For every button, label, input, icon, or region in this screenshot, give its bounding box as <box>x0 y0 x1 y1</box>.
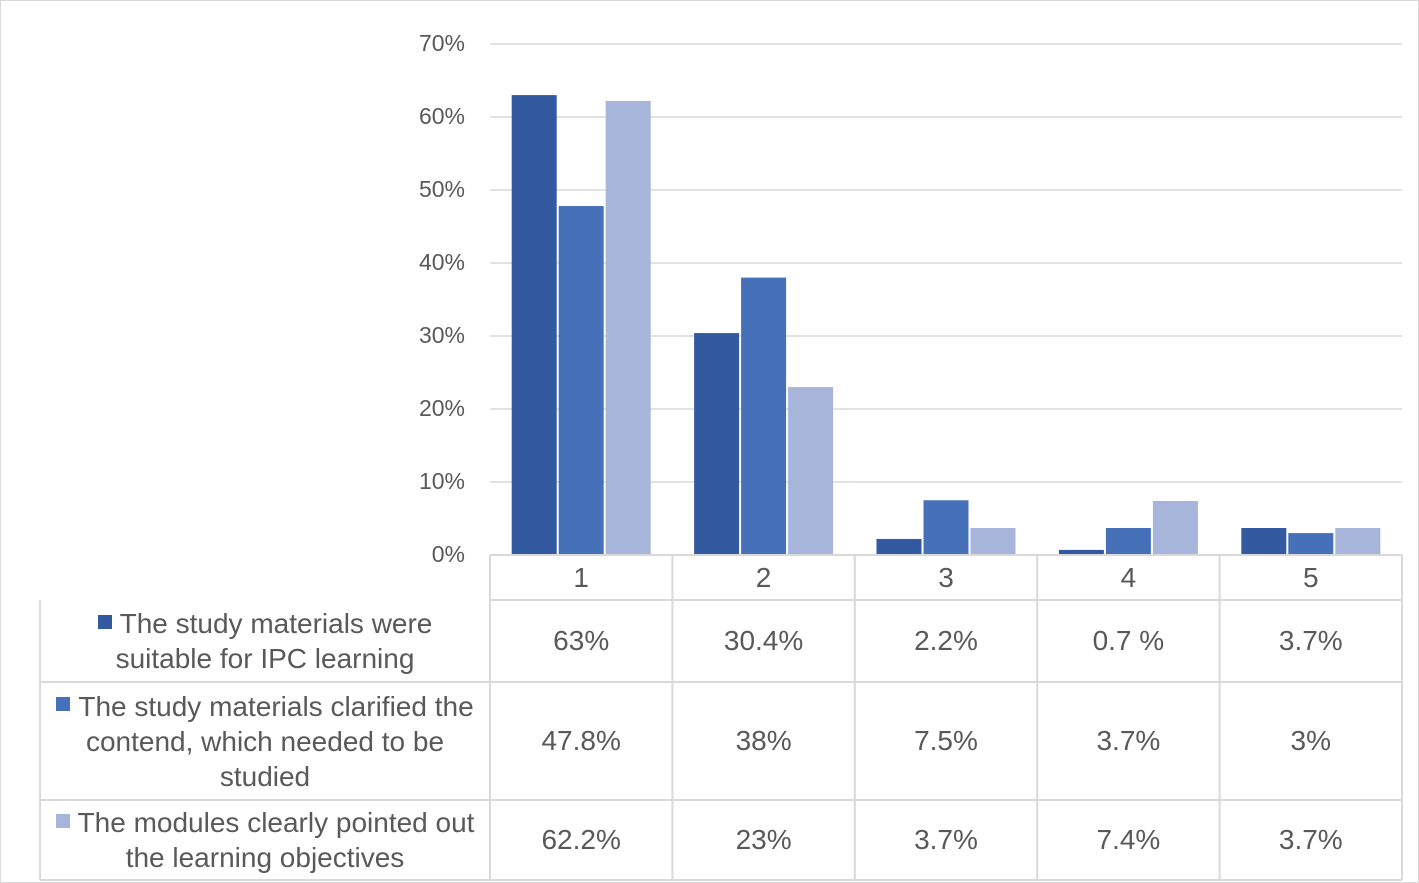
bar-series-1-cat-1 <box>511 95 557 555</box>
bar-series-1-cat-3 <box>876 538 922 555</box>
bar-series-2-cat-2 <box>741 277 787 555</box>
x-tick-label: 4 <box>1120 561 1137 593</box>
data-label: 23% <box>735 824 792 855</box>
legend-label: The modules clearly pointed out the lear… <box>46 805 484 875</box>
y-tick-label: 10% <box>418 468 465 494</box>
data-label: 62.2% <box>541 824 621 855</box>
y-tick-label: 20% <box>418 395 465 421</box>
bar-series-1-cat-5 <box>1241 527 1287 555</box>
data-label: 30.4% <box>723 625 804 656</box>
legend-text: The study materials clarified the conten… <box>78 690 474 792</box>
y-tick-label: 70% <box>418 30 465 56</box>
data-label: 47.8% <box>541 725 621 756</box>
bar-series-3-cat-3 <box>970 527 1016 555</box>
y-tick-label: 60% <box>418 103 465 129</box>
data-label: 3% <box>1290 725 1332 756</box>
legend-text: The study materials were suitable for IP… <box>115 608 433 674</box>
legend-swatch-icon <box>56 697 71 712</box>
bar-series-2-cat-5 <box>1288 533 1334 555</box>
y-tick-label: 0% <box>431 541 465 567</box>
bar-series-2-cat-3 <box>923 500 969 555</box>
x-tick-label: 2 <box>755 561 772 593</box>
legend-label: The study materials were suitable for IP… <box>46 606 484 676</box>
bar-series-3-cat-2 <box>788 387 834 555</box>
bar-series-2-cat-4 <box>1105 527 1151 555</box>
bar-series-1-cat-2 <box>694 333 740 555</box>
legend-entry-series-2: The study materials clarified the conten… <box>40 682 490 800</box>
legend-text: The modules clearly pointed out the lear… <box>77 807 475 873</box>
data-label: 38% <box>735 725 792 756</box>
data-label: 63% <box>553 625 610 656</box>
legend-swatch-icon <box>97 614 112 629</box>
y-tick-label: 50% <box>418 176 465 202</box>
data-label: 3.7% <box>1278 824 1343 855</box>
data-label: 3.7% <box>1096 725 1161 756</box>
data-label: 0.7 % <box>1092 625 1165 656</box>
data-label: 3.7% <box>914 824 978 855</box>
bar-series-2-cat-1 <box>558 206 604 555</box>
x-tick-label: 5 <box>1303 561 1319 593</box>
legend-entry-series-3: The modules clearly pointed out the lear… <box>40 800 490 880</box>
data-label: 2.2% <box>914 625 978 656</box>
legend-swatch-icon <box>55 813 70 828</box>
legend-label: The study materials clarified the conten… <box>46 689 484 794</box>
bar-series-3-cat-1 <box>605 100 651 555</box>
data-label: 7.4% <box>1096 824 1161 855</box>
data-label: 3.7% <box>1278 625 1343 656</box>
x-tick-label: 1 <box>573 561 589 593</box>
bar-series-1-cat-4 <box>1058 549 1104 555</box>
bar-series-3-cat-4 <box>1152 500 1198 555</box>
data-label: 7.5% <box>914 725 978 756</box>
y-tick-label: 30% <box>418 322 465 348</box>
x-tick-label: 3 <box>938 561 954 593</box>
bar-series-3-cat-5 <box>1335 527 1381 555</box>
y-tick-label: 40% <box>418 249 465 275</box>
legend-entry-series-1: The study materials were suitable for IP… <box>40 600 490 682</box>
